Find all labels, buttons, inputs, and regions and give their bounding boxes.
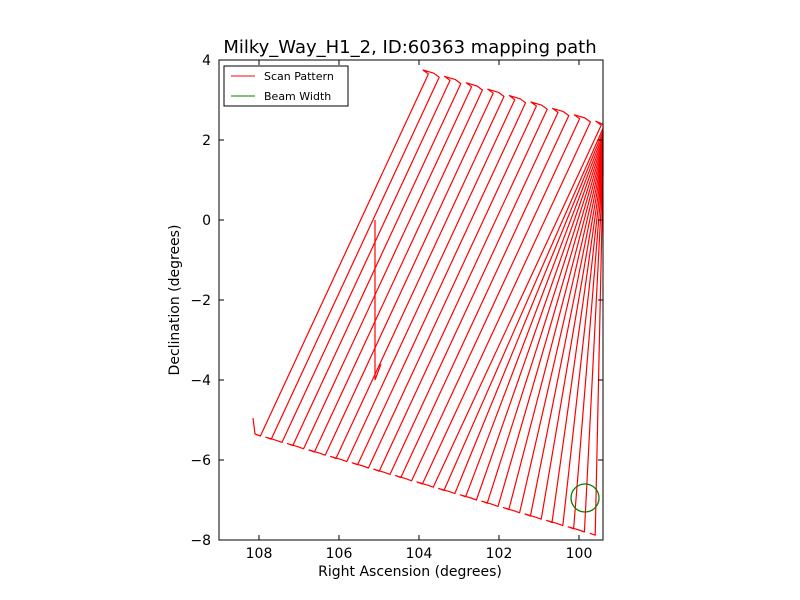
y-tick-label: −2 <box>190 293 211 309</box>
scan-pattern-line <box>252 69 604 536</box>
beam-width-circle <box>570 483 600 513</box>
y-tick-label: −8 <box>190 533 211 549</box>
legend-label-beam-width: Beam Width <box>264 90 331 103</box>
y-axis-label: Declination (degrees) <box>167 225 183 376</box>
scan-center-segment <box>374 220 382 381</box>
x-tick-label: 100 <box>566 546 593 562</box>
y-tick-label: 0 <box>202 213 211 229</box>
legend: Scan Pattern Beam Width <box>223 65 349 107</box>
plot-area <box>218 59 604 541</box>
y-tick-label: 2 <box>202 133 211 149</box>
scan-pattern-series <box>252 69 604 536</box>
x-axis: 108 106 104 102 100 <box>246 60 593 562</box>
legend-box <box>223 65 349 107</box>
y-tick-label: −4 <box>190 373 211 389</box>
chart-title: Milky_Way_H1_2, ID:60363 mapping path <box>223 37 596 58</box>
x-tick-label: 106 <box>326 546 353 562</box>
plot-frame <box>219 60 603 540</box>
x-axis-label: Right Ascension (degrees) <box>318 564 502 580</box>
x-tick-label: 104 <box>406 546 433 562</box>
x-tick-label: 108 <box>246 546 273 562</box>
y-tick-label: 4 <box>202 53 211 69</box>
x-tick-label: 102 <box>486 546 513 562</box>
y-tick-label: −6 <box>190 453 211 469</box>
y-axis: 4 2 0 −2 −4 −6 −8 <box>190 53 603 549</box>
legend-label-scan-pattern: Scan Pattern <box>264 70 334 83</box>
